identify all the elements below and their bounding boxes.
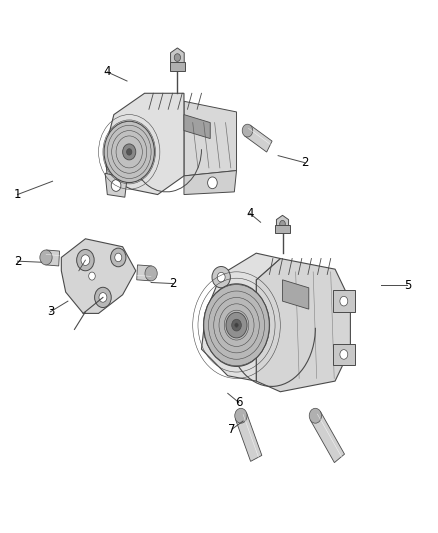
- Text: 2: 2: [14, 255, 21, 268]
- Polygon shape: [46, 250, 60, 266]
- Ellipse shape: [123, 144, 136, 160]
- Text: 1: 1: [14, 188, 21, 201]
- Ellipse shape: [204, 284, 269, 367]
- Polygon shape: [256, 259, 350, 392]
- Ellipse shape: [212, 266, 230, 288]
- Polygon shape: [283, 280, 309, 309]
- Ellipse shape: [208, 177, 217, 189]
- Ellipse shape: [217, 272, 225, 282]
- Polygon shape: [61, 239, 136, 313]
- Polygon shape: [235, 413, 262, 462]
- Text: 4: 4: [246, 207, 254, 220]
- Text: 4: 4: [103, 66, 111, 78]
- Polygon shape: [333, 290, 355, 312]
- Ellipse shape: [77, 249, 94, 271]
- Polygon shape: [105, 173, 127, 197]
- Ellipse shape: [309, 408, 321, 423]
- Ellipse shape: [340, 296, 348, 306]
- Text: 2: 2: [300, 156, 308, 169]
- Polygon shape: [170, 62, 185, 71]
- Polygon shape: [275, 225, 290, 233]
- Ellipse shape: [226, 312, 247, 338]
- Ellipse shape: [340, 350, 348, 359]
- Polygon shape: [276, 215, 289, 232]
- Polygon shape: [137, 265, 152, 281]
- Polygon shape: [333, 344, 355, 365]
- Text: 2: 2: [169, 277, 177, 290]
- Ellipse shape: [88, 272, 95, 280]
- Text: 3: 3: [47, 305, 54, 318]
- Ellipse shape: [127, 149, 132, 155]
- Ellipse shape: [280, 221, 285, 227]
- Ellipse shape: [232, 319, 241, 331]
- Polygon shape: [184, 101, 237, 176]
- Text: 5: 5: [404, 279, 411, 292]
- Polygon shape: [184, 171, 237, 195]
- Polygon shape: [105, 93, 184, 195]
- Polygon shape: [310, 411, 345, 463]
- Ellipse shape: [145, 266, 157, 281]
- Ellipse shape: [235, 408, 247, 423]
- Polygon shape: [201, 253, 280, 381]
- Polygon shape: [245, 125, 272, 152]
- Ellipse shape: [99, 293, 107, 302]
- Ellipse shape: [95, 287, 111, 308]
- Ellipse shape: [110, 248, 126, 266]
- Ellipse shape: [40, 250, 52, 265]
- Text: 6: 6: [235, 396, 243, 409]
- Polygon shape: [170, 48, 184, 67]
- Ellipse shape: [115, 253, 122, 262]
- Ellipse shape: [81, 255, 90, 265]
- Ellipse shape: [111, 180, 121, 191]
- Ellipse shape: [242, 124, 253, 137]
- Polygon shape: [184, 115, 210, 139]
- Ellipse shape: [235, 323, 238, 327]
- Text: 7: 7: [228, 423, 236, 435]
- Ellipse shape: [174, 54, 180, 61]
- Ellipse shape: [104, 122, 154, 182]
